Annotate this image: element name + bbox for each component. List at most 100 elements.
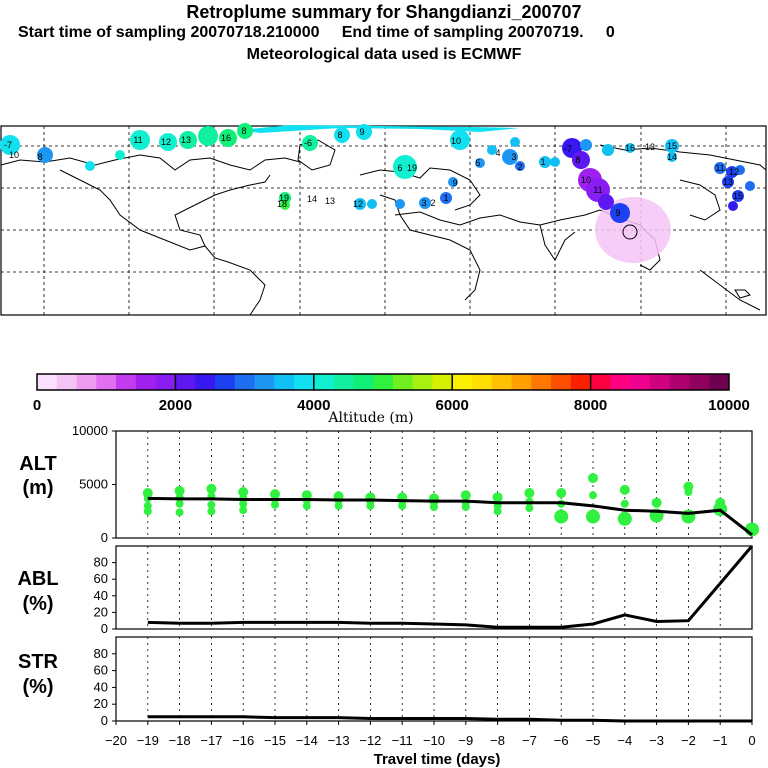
y-tick-label: 5000: [79, 477, 108, 492]
map-day-label: 1: [540, 157, 545, 167]
altitude-point: [206, 483, 217, 494]
met-data-note: Meteorological data used is ECMWF: [246, 46, 522, 63]
map-day-label: 10: [581, 175, 591, 185]
altitude-point: [207, 507, 216, 516]
colorbar-swatch: [392, 374, 414, 390]
colorbar-swatch: [313, 374, 335, 390]
x-tick-label: −12: [359, 733, 381, 748]
colorbar-tick-label: 6000: [436, 397, 469, 414]
colorbar-swatch: [412, 374, 433, 390]
map-day-label: 9: [452, 178, 457, 188]
colorbar-swatch: [175, 374, 196, 390]
map-day-label: 4: [495, 148, 500, 158]
colorbar-swatch: [551, 374, 572, 390]
map-day-label: 14: [667, 152, 677, 162]
altitude-point: [174, 485, 185, 496]
y-tick-label: 40: [94, 588, 108, 603]
colorbar-swatch: [116, 374, 137, 390]
altitude-point: [524, 488, 535, 499]
map-day-label: 10: [451, 136, 461, 146]
map-day-label: 11: [715, 163, 724, 173]
altitude-point: [589, 491, 597, 500]
altitude-point: [238, 486, 249, 497]
altitude-point: [175, 499, 184, 508]
x-tick-label: −13: [328, 733, 350, 748]
altitude-point: [554, 509, 569, 524]
colorbar-swatch: [669, 374, 690, 390]
y-tick-label: 0: [101, 713, 108, 728]
altitude-point: [239, 499, 248, 508]
colorbar-swatch: [531, 374, 552, 390]
colorbar-swatch: [511, 374, 532, 390]
colorbar-swatch: [570, 374, 592, 390]
altitude-point: [556, 488, 567, 499]
x-tick-label: −3: [649, 733, 664, 748]
x-tick-label: −10: [423, 733, 445, 748]
y-tick-label: 0: [101, 530, 108, 545]
map-day-label: 8: [241, 126, 246, 136]
str-series-line: [147, 715, 752, 723]
colorbar-swatch: [610, 374, 631, 390]
map-day-label: 11: [133, 135, 142, 145]
colorbar-swatch: [214, 374, 236, 390]
colorbar-swatch: [333, 374, 354, 390]
colorbar-tick-label: 2000: [159, 397, 192, 414]
x-tick-label: −16: [232, 733, 254, 748]
x-tick-label: −8: [490, 733, 505, 748]
colorbar-swatch: [630, 374, 651, 390]
y-axis-label: (m): [22, 477, 53, 499]
map-day-label: 16: [221, 133, 231, 143]
colorbar-tick-label: 8000: [574, 397, 607, 414]
colorbar-swatch: [590, 374, 611, 390]
sampling-times: Start time of sampling 20070718.210000 E…: [18, 24, 615, 41]
altitude-point: [588, 473, 598, 484]
altitude-point: [239, 506, 248, 515]
receptor-marker: [622, 224, 638, 240]
map-day-label: 13: [181, 135, 191, 145]
map-day-label: 8: [37, 152, 42, 162]
colorbar-swatch: [195, 374, 216, 390]
colorbar-swatch: [689, 374, 710, 390]
altitude-point: [460, 490, 471, 501]
altitude-point: [586, 509, 600, 524]
map-day-label: 2: [430, 198, 435, 208]
map-day-label: 15: [667, 141, 677, 151]
map-day-label: 3: [511, 152, 516, 162]
colorbar-tick-label: 0: [33, 397, 41, 414]
alt-series-line: [147, 496, 753, 536]
altitude-point: [334, 501, 343, 510]
y-axis-label: STR: [18, 651, 59, 673]
map-day-label: 8: [575, 155, 580, 165]
altitude-point: [366, 501, 375, 510]
chart-title: Retroplume summary for Shangdianzi_20070…: [186, 2, 582, 22]
colorbar-swatch: [274, 374, 295, 390]
y-tick-label: 0: [101, 621, 108, 636]
altitude-point: [143, 507, 152, 516]
y-tick-label: 10000: [72, 423, 108, 438]
map-day-label: 9: [615, 208, 620, 218]
x-tick-label: −14: [296, 733, 318, 748]
altitude-point: [620, 499, 629, 508]
altitude-point: [492, 492, 503, 503]
map-day-label: 19: [407, 163, 417, 173]
panel-alt: 0 5000 10000 ALT(m): [19, 423, 759, 545]
colorbar-swatch: [155, 374, 176, 390]
y-tick-label: 40: [94, 679, 108, 694]
map-day-label: 18: [277, 199, 287, 209]
map-day-label: 12: [353, 199, 363, 209]
map-day-label: 12: [161, 137, 171, 147]
x-tick-label: −2: [681, 733, 696, 748]
colorbar-swatch: [709, 374, 730, 390]
map-day-label: -7: [4, 140, 12, 150]
colorbar-swatch: [353, 374, 374, 390]
retroplume-clusters: [0, 123, 755, 223]
map-day-label: 19: [279, 193, 289, 203]
y-tick-label: 80: [94, 555, 108, 570]
map-day-label: 11: [593, 185, 602, 195]
x-tick-label: −1: [713, 733, 728, 748]
y-tick-label: 60: [94, 571, 108, 586]
